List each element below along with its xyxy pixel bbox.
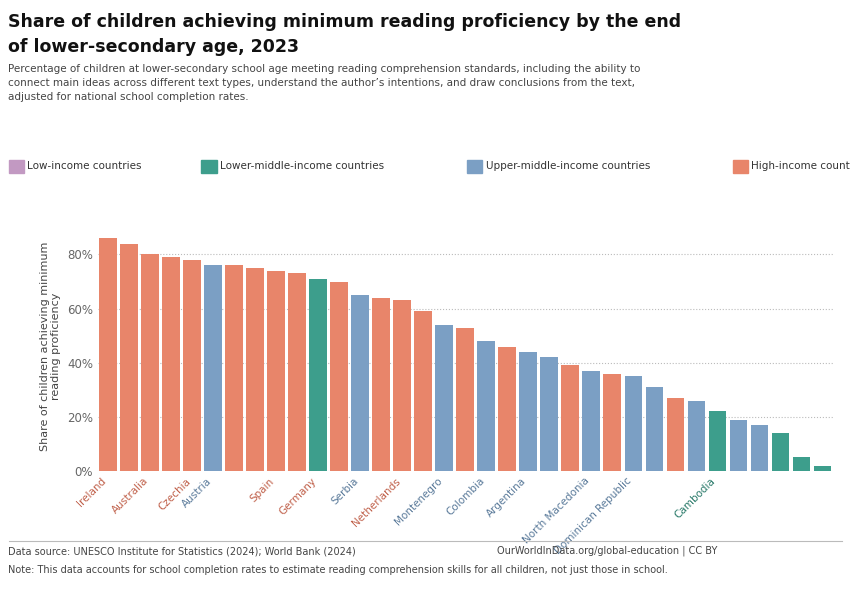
Text: Percentage of children at lower-secondary school age meeting reading comprehensi: Percentage of children at lower-secondar… [8, 64, 641, 102]
Bar [709, 412, 727, 471]
Bar [666, 398, 684, 471]
Text: Data source: UNESCO Institute for Statistics (2024); World Bank (2024): Data source: UNESCO Institute for Statis… [8, 546, 356, 556]
Bar [688, 401, 706, 471]
Bar [582, 371, 600, 471]
Bar [645, 387, 663, 471]
Bar [456, 328, 474, 471]
Text: Upper-middle-income countries: Upper-middle-income countries [486, 161, 650, 170]
Bar [184, 260, 201, 471]
Text: Note: This data accounts for school completion rates to estimate reading compreh: Note: This data accounts for school comp… [8, 565, 668, 575]
Text: Low-income countries: Low-income countries [27, 161, 142, 170]
Bar [204, 265, 222, 471]
Y-axis label: Share of children achieving minimum
reading proficiency: Share of children achieving minimum read… [40, 242, 61, 451]
Bar [394, 301, 411, 471]
Bar [246, 268, 264, 471]
Bar [162, 257, 180, 471]
Text: Share of children achieving minimum reading proficiency by the end: Share of children achieving minimum read… [8, 13, 682, 31]
Bar [415, 311, 433, 471]
Bar [372, 298, 390, 471]
Bar [288, 274, 306, 471]
Bar [772, 433, 790, 471]
Text: in Data: in Data [730, 29, 779, 42]
Text: of lower-secondary age, 2023: of lower-secondary age, 2023 [8, 38, 299, 56]
Text: OurWorldInData.org/global-education | CC BY: OurWorldInData.org/global-education | CC… [497, 546, 717, 557]
Bar [268, 271, 286, 471]
Bar [435, 325, 453, 471]
Bar [562, 365, 580, 471]
Bar [225, 265, 243, 471]
Bar [792, 457, 810, 471]
Text: High-income countries: High-income countries [751, 161, 850, 170]
Bar [751, 425, 768, 471]
Bar [519, 352, 537, 471]
Bar [331, 281, 348, 471]
Bar [604, 374, 621, 471]
Text: Our World: Our World [721, 14, 788, 27]
Bar [541, 358, 558, 471]
Bar [625, 376, 643, 471]
Bar [141, 254, 159, 471]
Bar [309, 279, 327, 471]
Bar [478, 341, 496, 471]
Bar [498, 346, 516, 471]
Bar [729, 419, 747, 471]
Bar [813, 466, 831, 471]
Bar [351, 295, 369, 471]
Text: Lower-middle-income countries: Lower-middle-income countries [220, 161, 384, 170]
Bar [99, 238, 117, 471]
Bar [121, 244, 139, 471]
